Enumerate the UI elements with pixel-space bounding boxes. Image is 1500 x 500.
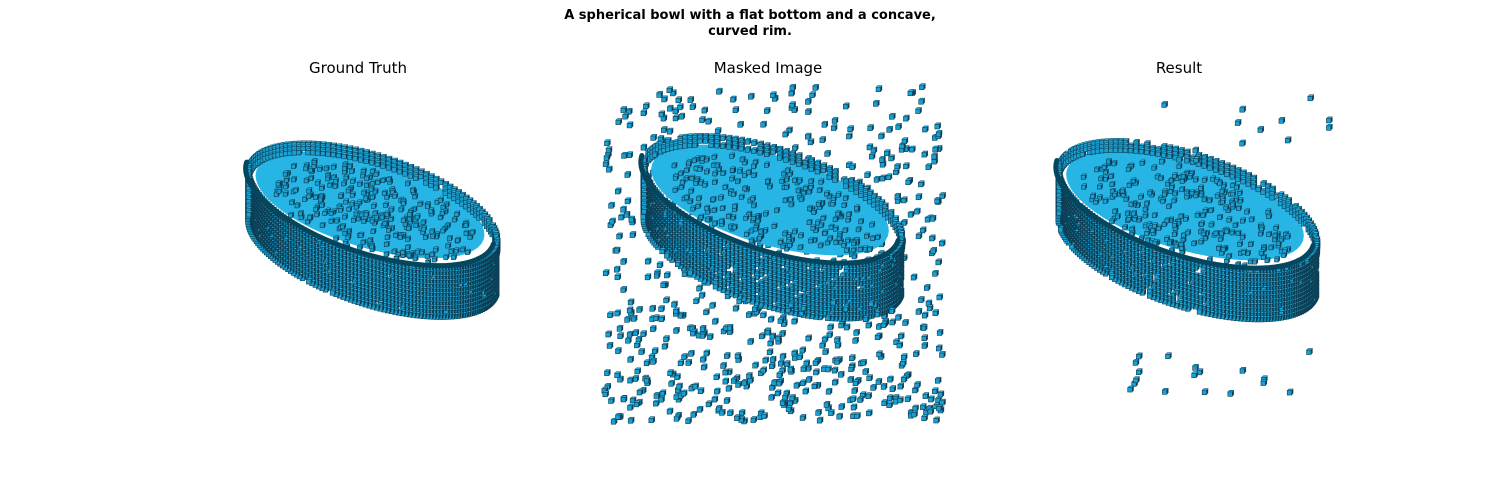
- masked-voxel-bowl: [601, 83, 947, 425]
- panel-title-masked-image: Masked Image: [713, 59, 823, 77]
- noise-voxels: [1127, 348, 1314, 397]
- noise-voxels: [602, 298, 944, 424]
- voxel-bowl-body: [1053, 138, 1321, 323]
- result-voxel-bowl: [1053, 94, 1334, 397]
- voxel-bowl-body: [243, 140, 502, 320]
- panel-title-ground-truth: Ground Truth: [309, 59, 407, 77]
- result-render: [1010, 80, 1370, 430]
- ground-truth-render: [190, 80, 550, 430]
- voxel-bowl-body: [638, 133, 906, 322]
- masked-image-render: [590, 80, 950, 430]
- figure-title: A spherical bowl with a flat bottom and …: [0, 8, 1500, 40]
- figure-title-line1: A spherical bowl with a flat bottom and …: [564, 8, 936, 23]
- figure-title-line2: curved rim.: [708, 24, 792, 39]
- noise-voxels: [1158, 94, 1334, 165]
- ground-truth-voxel-bowl: [243, 140, 502, 320]
- panel-title-result: Result: [1155, 59, 1203, 77]
